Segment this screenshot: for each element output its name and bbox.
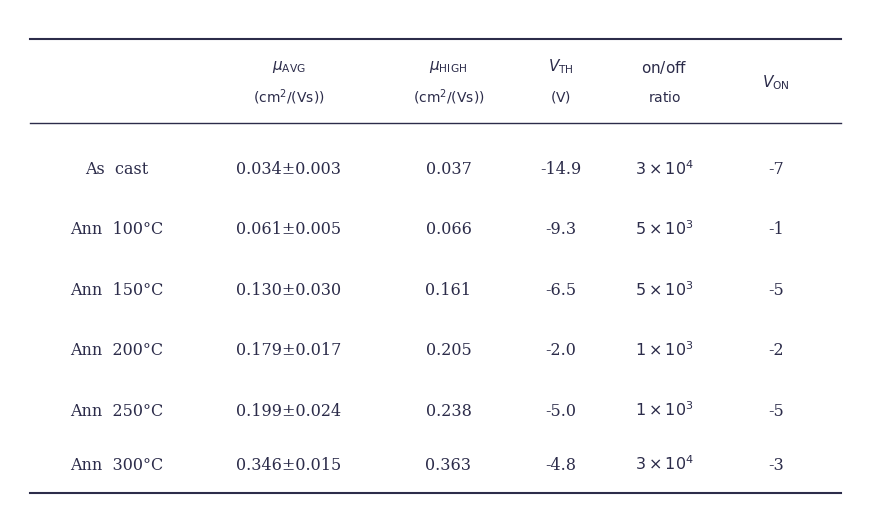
Text: $3\times10^4$: $3\times10^4$ <box>635 160 693 179</box>
Text: 0.238: 0.238 <box>426 402 471 420</box>
Text: -7: -7 <box>768 161 784 178</box>
Text: As  cast: As cast <box>84 161 148 178</box>
Text: -5.0: -5.0 <box>545 402 576 420</box>
Text: 0.346±0.015: 0.346±0.015 <box>236 457 341 474</box>
Text: $5\times10^3$: $5\times10^3$ <box>635 221 693 239</box>
Text: 0.161: 0.161 <box>425 282 471 298</box>
Text: $5\times10^3$: $5\times10^3$ <box>635 281 693 300</box>
Text: Ann  200°C: Ann 200°C <box>70 342 163 359</box>
Text: $\mu_\mathrm{HIGH}$: $\mu_\mathrm{HIGH}$ <box>429 59 468 75</box>
Text: $\mathrm{(V)}$: $\mathrm{(V)}$ <box>550 90 571 105</box>
Text: -2.0: -2.0 <box>545 342 576 359</box>
Text: $V_\mathrm{TH}$: $V_\mathrm{TH}$ <box>548 58 573 76</box>
Text: Ann  100°C: Ann 100°C <box>70 221 163 238</box>
Text: $V_\mathrm{ON}$: $V_\mathrm{ON}$ <box>762 73 790 92</box>
Text: -5: -5 <box>768 402 784 420</box>
Text: $\mathrm{(cm^2/(Vs))}$: $\mathrm{(cm^2/(Vs))}$ <box>253 88 325 107</box>
Text: 0.205: 0.205 <box>426 342 471 359</box>
Text: 0.199±0.024: 0.199±0.024 <box>236 402 341 420</box>
Text: 0.130±0.030: 0.130±0.030 <box>236 282 341 298</box>
Text: Ann  150°C: Ann 150°C <box>70 282 163 298</box>
Text: 0.179±0.017: 0.179±0.017 <box>236 342 341 359</box>
Text: -14.9: -14.9 <box>540 161 581 178</box>
Text: 0.034±0.003: 0.034±0.003 <box>236 161 341 178</box>
Text: $\mu_\mathrm{AVG}$: $\mu_\mathrm{AVG}$ <box>272 59 306 75</box>
Text: Ann  250°C: Ann 250°C <box>70 402 163 420</box>
Text: $\mathrm{(cm^2/(Vs))}$: $\mathrm{(cm^2/(Vs))}$ <box>413 88 484 107</box>
Text: -2: -2 <box>768 342 784 359</box>
Text: $1\times10^3$: $1\times10^3$ <box>635 342 693 360</box>
Text: -5: -5 <box>768 282 784 298</box>
Text: 0.363: 0.363 <box>425 457 471 474</box>
Text: -1: -1 <box>768 221 784 238</box>
Text: $3\times10^4$: $3\times10^4$ <box>635 456 693 475</box>
Text: 0.037: 0.037 <box>426 161 471 178</box>
Text: Ann  300°C: Ann 300°C <box>70 457 163 474</box>
Text: -9.3: -9.3 <box>545 221 576 238</box>
Text: -6.5: -6.5 <box>545 282 576 298</box>
Text: -3: -3 <box>768 457 784 474</box>
Text: 0.061±0.005: 0.061±0.005 <box>236 221 341 238</box>
Text: $\mathrm{on/off}$: $\mathrm{on/off}$ <box>641 59 687 76</box>
Text: $\mathrm{ratio}$: $\mathrm{ratio}$ <box>647 90 681 105</box>
Text: $1\times10^3$: $1\times10^3$ <box>635 402 693 420</box>
Text: -4.8: -4.8 <box>545 457 576 474</box>
Text: 0.066: 0.066 <box>426 221 471 238</box>
